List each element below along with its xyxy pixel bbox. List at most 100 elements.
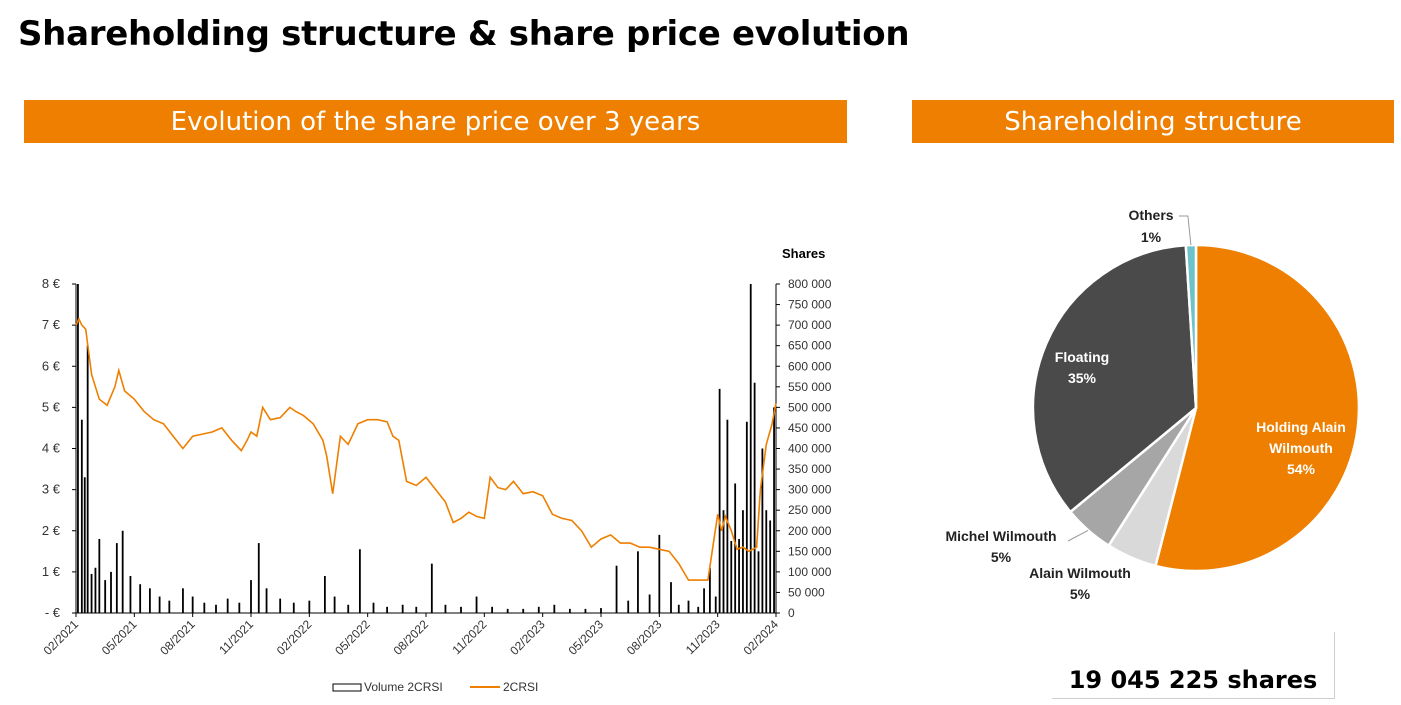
left-y-tick-label: 3 € xyxy=(42,482,61,497)
volume-bar xyxy=(444,604,447,613)
x-tick-label: 11/2021 xyxy=(216,617,256,657)
volume-bar xyxy=(553,604,556,613)
volume-bar xyxy=(506,608,509,613)
volume-bar xyxy=(77,284,79,613)
volume-bar xyxy=(86,345,89,613)
volume-bar xyxy=(749,284,752,613)
volume-bar xyxy=(765,510,768,613)
leader-michel xyxy=(1067,529,1089,542)
volume-bar xyxy=(658,534,661,613)
right-y-tick-label: 250 000 xyxy=(788,503,832,517)
volume-bar xyxy=(401,604,404,613)
volume-bar xyxy=(148,588,151,613)
x-tick-label: 05/2022 xyxy=(332,617,373,658)
volume-bar xyxy=(415,606,418,613)
pie-slice xyxy=(1031,243,1198,514)
volume-bar xyxy=(94,567,97,613)
volume-bar xyxy=(475,596,478,613)
volume-bar xyxy=(139,584,142,613)
volume-bar xyxy=(250,580,252,613)
volume-bar xyxy=(215,604,217,613)
left-y-tick-label: 5 € xyxy=(42,399,61,414)
left-y-tick-label: - € xyxy=(45,605,61,620)
x-tick-label: 11/2023 xyxy=(683,617,723,657)
volume-bar xyxy=(460,606,462,613)
volume-bar xyxy=(745,421,748,613)
volume-bar xyxy=(168,600,171,613)
share-price-chart: - € 1 € 2 € 3 € 4 € 5 € 6 € 7 € 8 € 0 50 000 100 00… xyxy=(41,246,832,694)
volume-bar xyxy=(761,448,764,613)
pie-label: Alain Wilmouth xyxy=(1029,565,1131,581)
volume-bar xyxy=(697,606,700,613)
volume-bar xyxy=(115,543,118,613)
volume-bar xyxy=(769,520,772,613)
volume-bar xyxy=(358,549,361,613)
volume-bar xyxy=(323,575,326,613)
pie-label: Others xyxy=(1128,207,1173,223)
right-y-tick-label: 750 000 xyxy=(788,298,832,312)
volume-bar xyxy=(670,582,672,613)
right-y-tick-label: 800 000 xyxy=(788,277,832,291)
legend-volume-swatch xyxy=(332,683,362,692)
right-y-tick-label: 150 000 xyxy=(788,544,832,558)
right-axis-title: Shares xyxy=(782,246,825,261)
x-tick-label: 02/2022 xyxy=(274,617,315,658)
pie-label: 35% xyxy=(1068,370,1097,386)
pie-label: Holding Alain xyxy=(1256,419,1346,435)
leader-others xyxy=(1179,215,1192,246)
volume-bar xyxy=(386,606,389,613)
volume-bar xyxy=(568,608,571,613)
volume-bar xyxy=(687,600,690,613)
volume-bar xyxy=(203,602,206,613)
volume-bar xyxy=(110,571,112,613)
pie-label: Wilmouth xyxy=(1269,440,1333,456)
volume-bar xyxy=(742,510,744,613)
volume-bar xyxy=(90,573,93,613)
volume-bar xyxy=(734,483,737,613)
volume-bar xyxy=(265,588,268,613)
chart-legend: Volume 2CRSI 2CRSI xyxy=(332,680,538,694)
shareholding-header: Shareholding structure xyxy=(912,100,1394,143)
legend-price-label: 2CRSI xyxy=(503,680,538,694)
volume-bar xyxy=(372,602,375,613)
x-tick-label: 08/2023 xyxy=(624,617,665,658)
right-y-tick-label: 350 000 xyxy=(788,462,832,476)
left-y-tick-label: 1 € xyxy=(42,564,61,579)
volume-bar xyxy=(80,419,83,613)
left-y-tick-label: 6 € xyxy=(42,358,61,373)
volume-bar xyxy=(257,543,260,613)
volume-bar xyxy=(714,596,717,613)
volume-bar xyxy=(121,530,124,613)
volume-bar xyxy=(730,541,733,613)
volume-bar xyxy=(308,600,311,613)
volume-bar xyxy=(292,602,295,613)
volume-bar xyxy=(703,588,705,613)
left-y-tick-label: 7 € xyxy=(42,317,61,332)
volume-bar xyxy=(584,608,587,613)
volume-bar xyxy=(98,538,101,613)
volume-bar xyxy=(238,602,241,613)
volume-bar xyxy=(522,608,525,613)
volume-bar xyxy=(627,600,630,613)
right-y-tick-label: 450 000 xyxy=(788,421,832,435)
volume-bar xyxy=(773,407,775,613)
right-y-tick-label: 650 000 xyxy=(788,339,832,353)
volume-bar xyxy=(738,538,740,613)
total-shares-box: 19 045 225 shares xyxy=(1052,632,1335,699)
right-y-tick-label: 500 000 xyxy=(788,400,832,414)
pie-label: 5% xyxy=(991,549,1012,565)
right-y-tick-label: 700 000 xyxy=(788,318,832,332)
volume-bar xyxy=(722,510,725,613)
volume-bar xyxy=(83,477,86,613)
volume-bar xyxy=(491,606,494,613)
right-y-tick-label: 300 000 xyxy=(788,483,832,497)
volume-bar xyxy=(615,565,618,613)
volume-bar xyxy=(430,563,433,613)
volume-bar xyxy=(757,551,760,613)
right-y-tick-label: 200 000 xyxy=(788,524,832,538)
x-tick-label: 08/2021 xyxy=(157,617,198,658)
pie-label: Michel Wilmouth xyxy=(945,528,1056,544)
volume-bar xyxy=(726,419,729,613)
volume-bar xyxy=(333,596,336,613)
price-line-2crsi xyxy=(75,317,777,581)
